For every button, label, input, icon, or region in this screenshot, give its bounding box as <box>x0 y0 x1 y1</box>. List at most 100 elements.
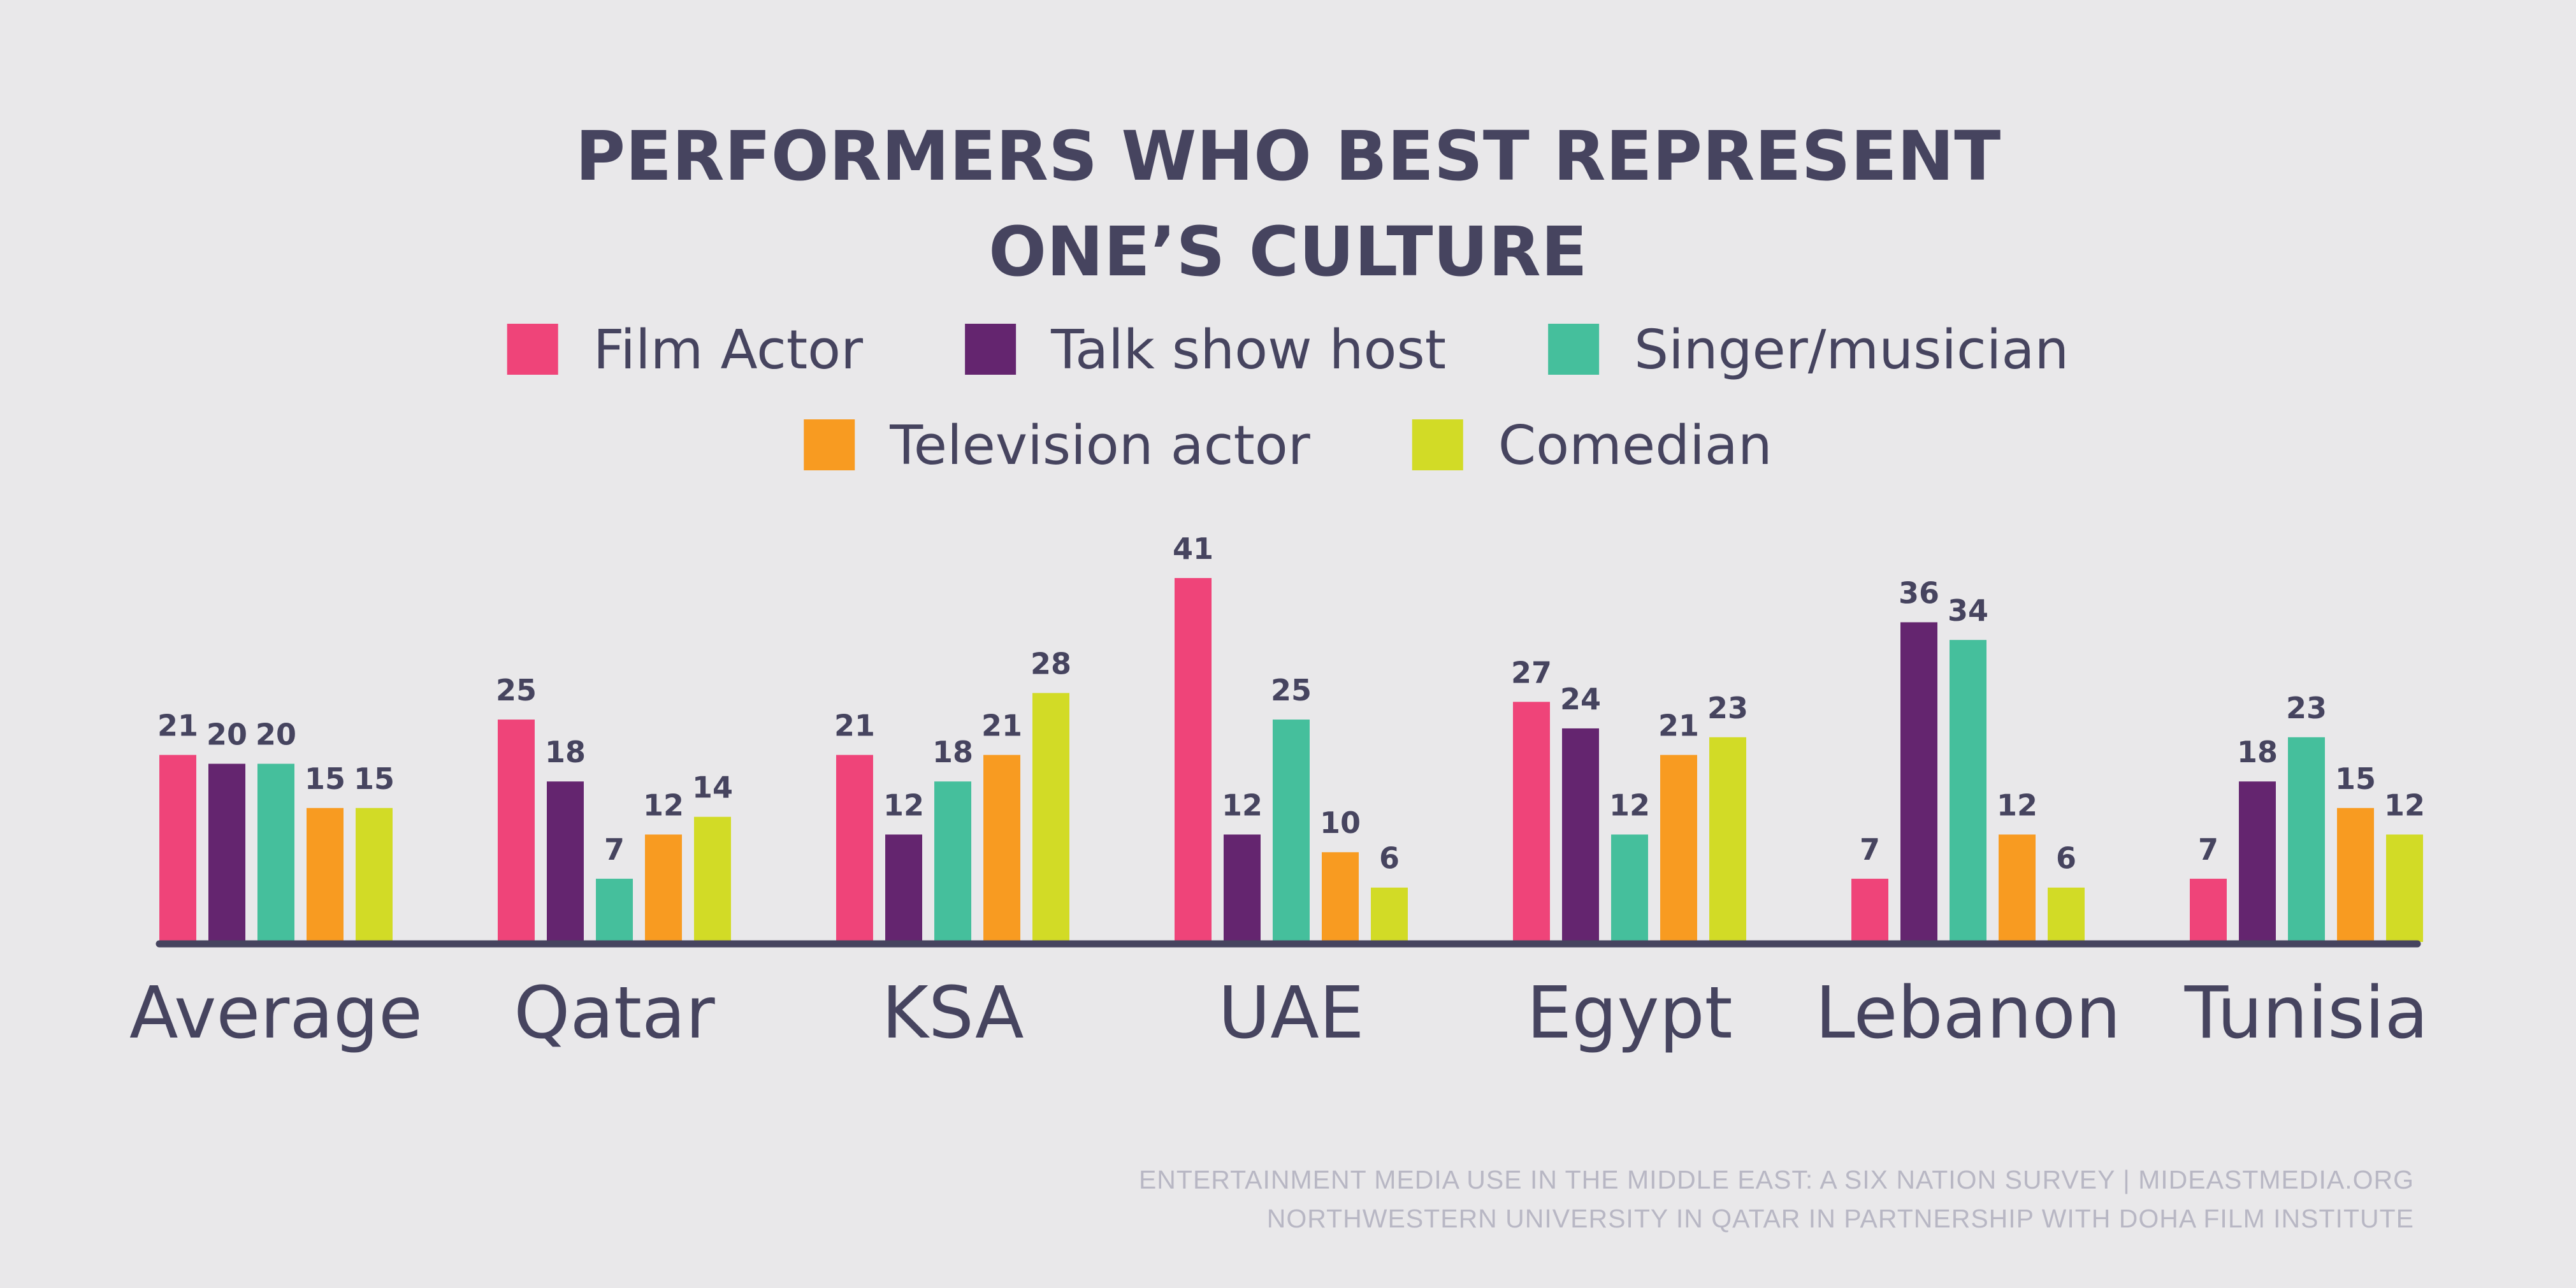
legend-item-film-actor: Film Actor <box>507 319 863 382</box>
legend-swatch-comedian <box>1412 419 1463 470</box>
bar-uae-film-actor <box>1175 578 1212 942</box>
category-label-uae: UAE <box>1218 972 1364 1055</box>
bar-lebanon-television-actor <box>1999 834 2036 942</box>
bar-group-tunisia <box>2190 737 2423 942</box>
bar-ksa-talk-show-host <box>885 834 922 942</box>
bar-qatar-comedian <box>694 816 731 942</box>
category-label-tunisia: Tunisia <box>2184 972 2429 1055</box>
value-label-average-singer-musician: 20 <box>256 717 296 751</box>
chart-title-line-1: PERFORMERS WHO BEST REPRESENT <box>575 117 2001 196</box>
bar-egypt-singer-musician <box>1611 834 1648 942</box>
bar-tunisia-comedian <box>2386 834 2423 942</box>
source-line-2: NORTHWESTERN UNIVERSITY IN QATAR IN PART… <box>1267 1204 2414 1233</box>
value-label-egypt-comedian: 23 <box>1707 691 1748 725</box>
legend-swatch-film-actor <box>507 324 558 375</box>
category-label-ksa: KSA <box>881 972 1024 1055</box>
value-label-ksa-comedian: 28 <box>1031 646 1071 681</box>
bar-average-talk-show-host <box>208 763 245 942</box>
bar-tunisia-television-actor <box>2337 807 2374 942</box>
legend-swatch-talk-show-host <box>965 324 1017 375</box>
bar-ksa-film-actor <box>836 755 873 942</box>
bar-egypt-talk-show-host <box>1562 728 1599 942</box>
bar-group-qatar <box>498 720 731 942</box>
bar-group-egypt <box>1513 702 1746 942</box>
bar-uae-talk-show-host <box>1224 834 1261 942</box>
value-label-uae-talk-show-host: 12 <box>1222 788 1263 822</box>
value-label-tunisia-film-actor: 7 <box>2198 832 2218 867</box>
legend-item-television-actor: Television actor <box>804 414 1310 477</box>
value-label-tunisia-singer-musician: 23 <box>2286 691 2327 725</box>
legend-label-talk-show-host: Talk show host <box>1050 319 1446 382</box>
value-label-uae-comedian: 6 <box>1379 841 1400 876</box>
source-line-1: ENTERTAINMENT MEDIA USE IN THE MIDDLE EA… <box>1139 1165 2414 1194</box>
value-label-uae-singer-musician: 25 <box>1271 673 1312 707</box>
value-label-ksa-talk-show-host: 12 <box>883 788 924 822</box>
chart-title-line-2: ONE’S CULTURE <box>988 213 1588 292</box>
legend-item-singer-musician: Singer/musician <box>1548 319 2069 382</box>
bar-egypt-television-actor <box>1660 755 1697 942</box>
bar-uae-singer-musician <box>1273 720 1310 942</box>
value-label-average-comedian: 15 <box>354 762 394 796</box>
legend-item-talk-show-host: Talk show host <box>965 319 1446 382</box>
value-label-egypt-film-actor: 27 <box>1511 655 1552 690</box>
bar-average-television-actor <box>307 807 344 942</box>
value-label-lebanon-talk-show-host: 36 <box>1899 575 1939 610</box>
value-label-lebanon-comedian: 6 <box>2056 841 2076 876</box>
category-label-egypt: Egypt <box>1526 972 1732 1055</box>
value-label-average-film-actor: 21 <box>157 709 198 743</box>
legend-label-comedian: Comedian <box>1498 414 1772 477</box>
bar-egypt-comedian <box>1709 737 1746 942</box>
bar-average-comedian <box>356 807 393 942</box>
bar-qatar-television-actor <box>645 834 682 942</box>
bar-group-average <box>159 755 393 942</box>
bar-qatar-singer-musician <box>596 878 633 942</box>
bar-qatar-talk-show-host <box>547 781 584 942</box>
bars-group <box>159 578 2423 942</box>
legend: Film Actor Talk show host Singer/musician T… <box>507 319 2069 477</box>
bar-group-lebanon <box>1851 622 2085 942</box>
legend-label-film-actor: Film Actor <box>593 319 863 382</box>
bar-uae-comedian <box>1371 887 1408 942</box>
value-label-lebanon-film-actor: 7 <box>1860 832 1880 867</box>
bar-average-film-actor <box>159 755 196 942</box>
value-label-qatar-film-actor: 25 <box>496 673 537 707</box>
bar-average-singer-musician <box>257 763 294 942</box>
category-label-average: Average <box>129 972 423 1055</box>
legend-swatch-singer-musician <box>1548 324 1600 375</box>
category-labels-group: Average Qatar KSA UAE Egypt Lebanon Tunisia <box>129 972 2428 1055</box>
value-label-qatar-talk-show-host: 18 <box>545 735 586 769</box>
value-label-qatar-comedian: 14 <box>692 771 733 805</box>
value-label-lebanon-singer-musician: 34 <box>1948 593 1988 628</box>
value-label-uae-film-actor: 41 <box>1173 532 1213 566</box>
value-label-egypt-singer-musician: 12 <box>1609 788 1650 822</box>
value-label-qatar-singer-musician: 7 <box>604 832 625 867</box>
legend-item-comedian: Comedian <box>1412 414 1772 477</box>
bar-lebanon-comedian <box>2048 887 2085 942</box>
value-label-egypt-talk-show-host: 24 <box>1560 682 1601 716</box>
value-label-lebanon-television-actor: 12 <box>1997 788 2037 822</box>
legend-row: Television actor Comedian <box>804 414 1772 477</box>
category-label-qatar: Qatar <box>514 972 715 1055</box>
bar-tunisia-film-actor <box>2190 878 2227 942</box>
value-label-ksa-singer-musician: 18 <box>932 735 973 769</box>
value-label-average-talk-show-host: 20 <box>206 717 247 751</box>
category-label-lebanon: Lebanon <box>1815 972 2121 1055</box>
legend-swatch-television-actor <box>804 419 855 470</box>
bar-tunisia-talk-show-host <box>2239 781 2276 942</box>
value-label-egypt-television-actor: 21 <box>1658 709 1699 743</box>
bar-group-ksa <box>836 693 1069 942</box>
bar-lebanon-talk-show-host <box>1900 622 1937 942</box>
bar-ksa-comedian <box>1032 693 1069 942</box>
legend-label-television-actor: Television actor <box>889 414 1310 477</box>
bar-ksa-singer-musician <box>934 781 971 942</box>
bar-qatar-film-actor <box>498 720 535 942</box>
bar-uae-television-actor <box>1322 852 1359 942</box>
bar-group-uae <box>1175 578 1408 942</box>
value-label-average-television-actor: 15 <box>305 762 345 796</box>
legend-label-singer-musician: Singer/musician <box>1634 319 2069 382</box>
value-label-tunisia-comedian: 12 <box>2384 788 2425 822</box>
value-label-uae-television-actor: 10 <box>1320 806 1361 840</box>
bar-tunisia-singer-musician <box>2288 737 2325 942</box>
